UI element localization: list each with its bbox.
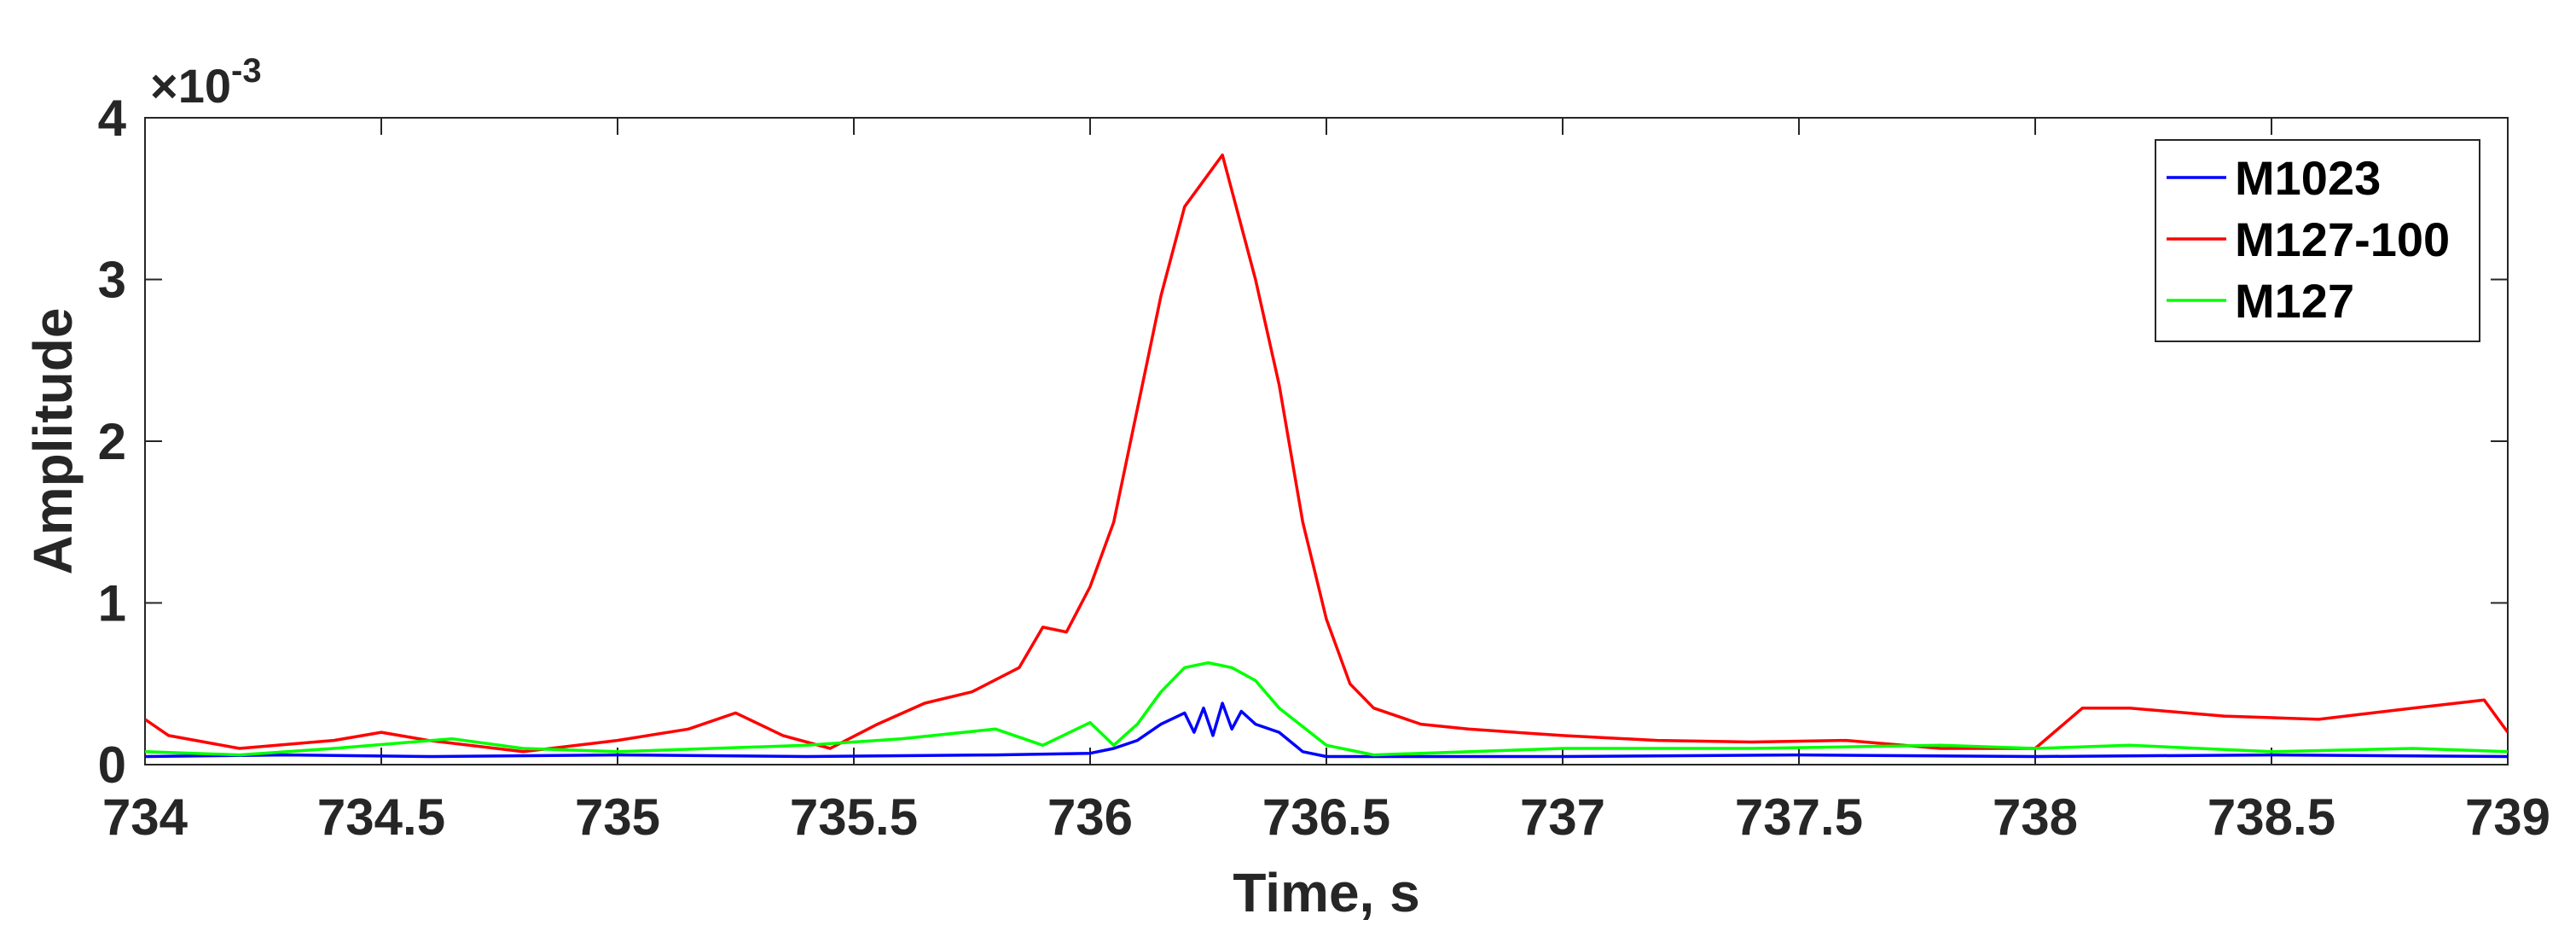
y-tick-label: 4 bbox=[98, 90, 127, 147]
x-tick-label: 738.5 bbox=[2208, 789, 2335, 846]
y-exponent-power: -3 bbox=[231, 52, 262, 90]
x-axis-label: Time, s bbox=[1233, 862, 1419, 923]
x-tick-labels: 734 734.5 735 735.5 736 736.5 737 737.5 738 738.5… bbox=[102, 789, 2550, 846]
x-tick-label: 737 bbox=[1520, 789, 1605, 846]
x-tick-label: 736 bbox=[1047, 789, 1133, 846]
y-tick-labels: 0 1 2 3 4 bbox=[98, 90, 127, 794]
x-tick-label: 735 bbox=[575, 789, 660, 846]
y-tick-label: 0 bbox=[98, 736, 126, 794]
x-tick-label: 736.5 bbox=[1262, 789, 1390, 846]
series-line-m127 bbox=[145, 661, 2508, 757]
x-tick-label: 737.5 bbox=[1735, 789, 1863, 846]
x-tick-label: 734 bbox=[102, 789, 189, 846]
series-line-m127-100 bbox=[145, 153, 2508, 754]
series-lines bbox=[145, 153, 2508, 759]
x-tick-label: 735.5 bbox=[790, 789, 918, 846]
x-tick-label: 734.5 bbox=[317, 789, 445, 846]
y-tick-label: 2 bbox=[98, 413, 126, 470]
series-line-m1023 bbox=[145, 701, 2508, 759]
legend-label: M1023 bbox=[2235, 151, 2381, 205]
y-exponent-base: ×10 bbox=[150, 59, 231, 113]
y-tick-label: 1 bbox=[98, 575, 126, 632]
plot-area bbox=[144, 117, 2509, 765]
legend-label: M127 bbox=[2235, 274, 2354, 328]
legend-label: M127-100 bbox=[2235, 212, 2450, 266]
legend: M1023 M127-100 M127 bbox=[2155, 139, 2480, 342]
x-tick-label: 739 bbox=[2465, 789, 2550, 846]
y-tick-label: 3 bbox=[98, 252, 126, 309]
legend-box bbox=[2155, 139, 2480, 342]
y-axis-label: Amplitude bbox=[22, 308, 84, 575]
y-exponent-label: ×10-3 bbox=[150, 52, 262, 113]
x-tick-label: 738 bbox=[1993, 789, 2078, 846]
